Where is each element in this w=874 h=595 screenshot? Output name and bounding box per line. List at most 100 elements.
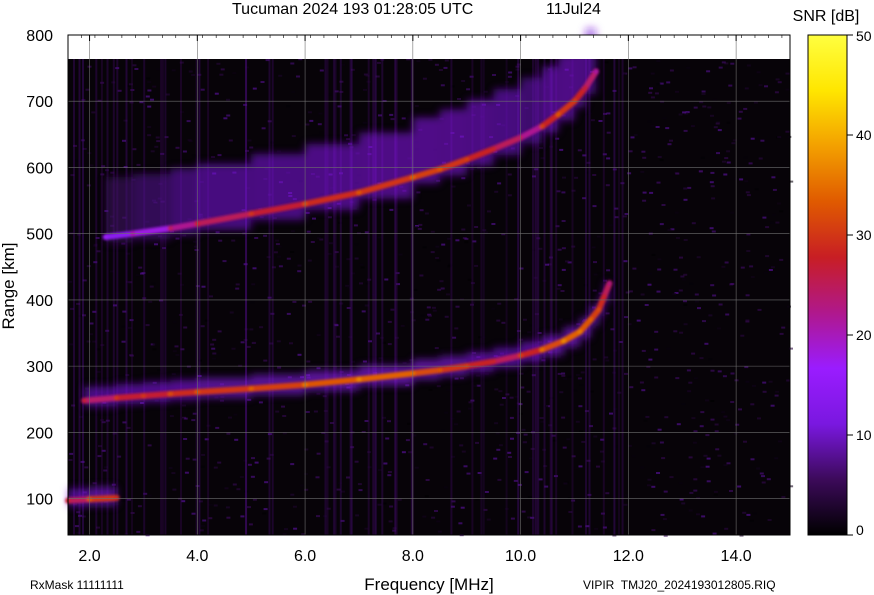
noise-speck — [68, 280, 73, 283]
noise-speck — [319, 238, 324, 241]
noise-speck — [701, 515, 706, 518]
noise-speck — [593, 273, 598, 276]
noise-speck — [368, 340, 372, 343]
trace-segment — [539, 111, 562, 130]
noise-streak — [585, 35, 587, 535]
noise-streak — [410, 35, 413, 535]
noise-speck — [339, 80, 344, 83]
noise-speck — [316, 367, 321, 370]
noise-speck — [561, 247, 566, 250]
noise-speck — [378, 357, 383, 360]
noise-speck — [687, 186, 692, 189]
noise-speck — [392, 529, 397, 532]
noise-speck — [688, 381, 693, 384]
y-tick-label: 700 — [26, 94, 53, 111]
tick-layer: 2.0 4.0 6.0 8.0 10.0 12.0 14.0 100 200 300 400 500 6… — [26, 28, 783, 565]
noise-streak — [374, 35, 377, 535]
noise-speck — [419, 274, 424, 277]
trace-segment — [490, 352, 524, 365]
plot-frame — [67, 34, 791, 536]
noise-speck — [745, 320, 750, 323]
noise-speck — [425, 479, 430, 481]
trace-segment — [167, 220, 201, 232]
noise-speck — [475, 498, 480, 501]
trace-segment — [517, 346, 546, 359]
noise-speck — [455, 239, 460, 242]
noise-speck — [579, 430, 584, 433]
noise-speck — [718, 303, 723, 306]
noise-speck — [662, 117, 667, 120]
noise-speck — [123, 119, 128, 122]
noise-speck — [229, 311, 234, 314]
noise-speck — [293, 527, 298, 530]
noise-speck — [247, 506, 251, 509]
noise-speck — [730, 283, 735, 285]
noise-streak — [332, 35, 335, 535]
x-tick-label: 2.0 — [78, 548, 100, 565]
noise-speck — [405, 439, 410, 442]
noise-speck — [508, 71, 513, 74]
noise-speck — [762, 216, 767, 219]
noise-speck — [683, 323, 688, 326]
noise-speck — [340, 519, 345, 522]
noise-speck — [740, 334, 745, 337]
noise-speck — [278, 74, 283, 77]
noise-speck — [660, 100, 665, 103]
noise-speck — [414, 466, 419, 469]
noise-speck — [186, 365, 191, 368]
noise-speck — [538, 247, 543, 250]
noise-speck — [526, 390, 531, 393]
noise-speck — [451, 455, 456, 458]
trace-point — [248, 211, 254, 217]
noise-speck — [92, 340, 97, 343]
noise-speck — [406, 58, 411, 61]
noise-speck — [602, 526, 607, 529]
noise-speck — [576, 323, 581, 326]
y-tick-label: 100 — [26, 492, 53, 509]
noise-speck — [150, 98, 154, 101]
noise-speck — [492, 74, 496, 76]
noise-speck — [717, 129, 722, 132]
trace-segment — [560, 328, 583, 344]
noise-speck — [336, 335, 340, 338]
noise-speck — [555, 225, 560, 228]
noise-speck — [767, 519, 772, 521]
noise-speck — [150, 150, 155, 153]
noise-speck — [79, 416, 83, 418]
noise-speck — [290, 251, 295, 253]
noise-speck — [642, 191, 647, 194]
noise-speck — [68, 459, 73, 461]
noise-speck — [515, 65, 520, 68]
noise-speck — [464, 241, 469, 244]
noise-speck — [356, 232, 361, 235]
noise-speck — [436, 520, 441, 523]
noise-speck — [679, 331, 684, 334]
y-axis-label: Range [km] — [0, 243, 18, 330]
noise-streak — [471, 35, 474, 535]
noise-streak — [207, 35, 210, 535]
noise-speck — [673, 330, 678, 333]
noise-speck — [482, 493, 487, 496]
noise-speck — [291, 91, 296, 93]
trace-segment — [102, 230, 136, 240]
noise-speck — [395, 272, 400, 275]
noise-speck — [779, 210, 784, 213]
noise-speck — [387, 420, 391, 423]
noise-speck — [683, 300, 687, 303]
trace-point — [167, 225, 173, 231]
noise-speck — [483, 508, 488, 511]
noise-speck — [743, 440, 747, 443]
noise-speck — [436, 259, 441, 262]
noise-speck — [594, 527, 599, 530]
y-tick-label: 800 — [26, 28, 53, 45]
noise-speck — [297, 353, 302, 356]
noise-speck — [304, 448, 309, 451]
noise-speck — [737, 485, 742, 488]
noise-speck — [297, 264, 302, 267]
noise-speck — [646, 365, 651, 368]
noise-speck — [530, 516, 535, 519]
noise-speck — [774, 457, 779, 460]
noise-speck — [397, 498, 402, 501]
noise-speck — [606, 112, 611, 115]
noise-speck — [222, 260, 227, 263]
